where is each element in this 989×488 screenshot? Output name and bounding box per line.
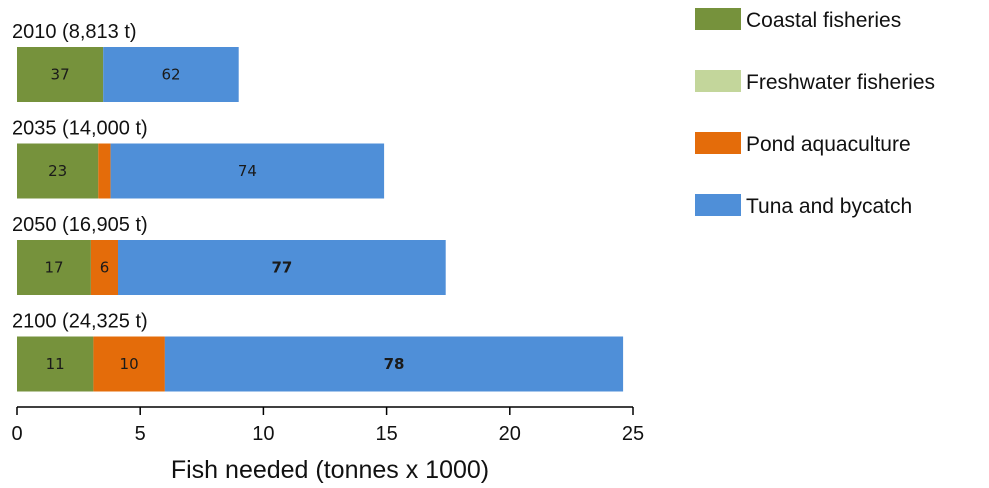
legend-item: Freshwater fisheries bbox=[695, 70, 935, 94]
category-label: 2100 (24,325 t) bbox=[12, 311, 148, 333]
legend-label: Freshwater fisheries bbox=[746, 71, 935, 94]
data-label: 6 bbox=[100, 259, 110, 277]
x-tick-label: 5 bbox=[135, 423, 146, 445]
data-label: 17 bbox=[44, 259, 63, 277]
bar-segment-coastal-fisheries bbox=[17, 143, 99, 199]
data-label: 62 bbox=[161, 66, 180, 84]
category-label: 2035 (14,000 t) bbox=[12, 118, 148, 140]
x-tick-label: 25 bbox=[622, 423, 644, 445]
bar-segment-tuna-and-bycatch bbox=[164, 336, 624, 392]
data-label: 74 bbox=[238, 162, 257, 180]
bar-group: 2035 (14,000 t) 23 74 bbox=[12, 118, 385, 199]
x-tick-label: 0 bbox=[11, 423, 22, 445]
bar-segment-pond-aquaculture bbox=[98, 143, 111, 199]
bar-segment-tuna-and-bycatch bbox=[110, 143, 385, 199]
x-tick-label: 10 bbox=[252, 423, 274, 445]
data-label: 78 bbox=[384, 355, 405, 373]
legend-swatch-freshwater-fisheries bbox=[695, 70, 741, 92]
legend: Coastal fisheries Freshwater fisheries Pon… bbox=[695, 8, 935, 218]
bar-group: 2050 (16,905 t) 17 6 77 bbox=[12, 214, 446, 295]
legend-label: Tuna and bycatch bbox=[746, 195, 912, 218]
category-label: 2050 (16,905 t) bbox=[12, 214, 148, 236]
legend-item: Coastal fisheries bbox=[695, 8, 901, 32]
bar-segment-tuna-and-bycatch bbox=[103, 47, 239, 102]
x-axis-title: Fish needed (tonnes x 1000) bbox=[171, 456, 489, 484]
category-label: 2010 (8,813 t) bbox=[12, 21, 137, 43]
x-tick-label: 20 bbox=[499, 423, 521, 445]
bar-segment-tuna-and-bycatch bbox=[118, 240, 446, 295]
bar-segment-coastal-fisheries bbox=[17, 240, 91, 295]
data-label: 10 bbox=[120, 355, 139, 373]
bar-group: 2100 (24,325 t) 11 10 78 bbox=[12, 311, 624, 392]
data-label: 23 bbox=[48, 162, 67, 180]
legend-label: Coastal fisheries bbox=[746, 9, 901, 32]
bar-group: 2010 (8,813 t) 37 62 bbox=[12, 21, 239, 102]
data-label: 11 bbox=[46, 355, 65, 373]
x-tick-label: 15 bbox=[375, 423, 397, 445]
legend-swatch-pond-aquaculture bbox=[695, 132, 741, 154]
bars-layer: 2010 (8,813 t) 37 62 2035 (14,000 t) 23 74 205… bbox=[12, 21, 624, 392]
data-label: 37 bbox=[51, 66, 70, 84]
x-axis: 0 5 10 15 20 25 bbox=[11, 406, 644, 445]
legend-item: Pond aquaculture bbox=[695, 132, 911, 156]
bar-segment-coastal-fisheries bbox=[17, 336, 94, 392]
bar-segment-pond-aquaculture bbox=[93, 336, 165, 392]
legend-swatch-coastal-fisheries bbox=[695, 8, 741, 30]
bar-segment-pond-aquaculture bbox=[90, 240, 118, 295]
data-label: 77 bbox=[271, 259, 292, 277]
legend-swatch-tuna-and-bycatch bbox=[695, 194, 741, 216]
legend-item: Tuna and bycatch bbox=[695, 194, 912, 218]
bar-segment-coastal-fisheries bbox=[17, 47, 104, 102]
legend-label: Pond aquaculture bbox=[746, 133, 911, 156]
